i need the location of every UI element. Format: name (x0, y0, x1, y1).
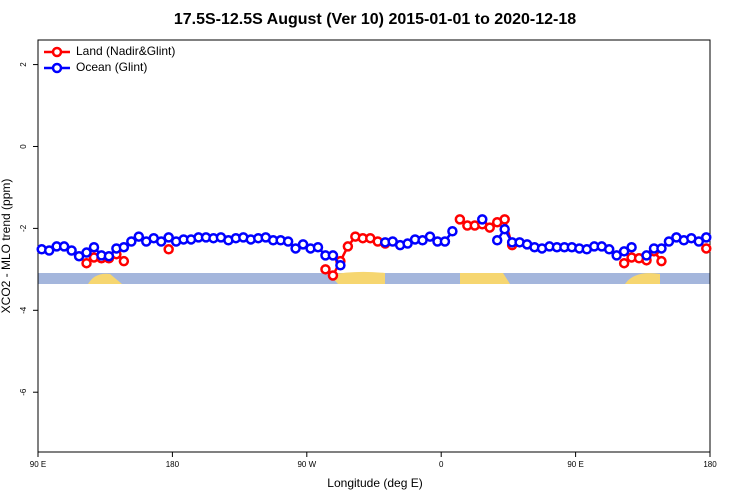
data-point (297, 239, 309, 250)
data-point (491, 235, 503, 246)
data-point (626, 241, 637, 253)
y-tick-label: 2 (19, 62, 28, 67)
data-point (424, 231, 436, 242)
data-point (611, 250, 622, 261)
y-tick-label: -4 (19, 306, 28, 314)
data-point (81, 257, 92, 269)
data-point (454, 214, 466, 225)
x-tick-label: 90 E (567, 460, 583, 469)
data-point (327, 270, 339, 281)
data-point (133, 231, 145, 242)
data-point (163, 232, 174, 243)
x-tick-label: 180 (166, 460, 180, 469)
land-mask (38, 271, 710, 284)
data-point (282, 236, 294, 247)
y-tick-label: -6 (19, 388, 28, 396)
data-point (312, 241, 324, 253)
data-point (81, 247, 92, 258)
y-tick-label: 0 (19, 144, 28, 149)
data-point (66, 245, 77, 256)
data-point (163, 244, 174, 255)
x-tick-label: 0 (439, 460, 444, 469)
data-point (641, 250, 652, 261)
data-point (656, 255, 667, 267)
y-tick-label: -2 (19, 224, 28, 232)
legend-marker (51, 46, 63, 58)
data-point (290, 243, 301, 254)
x-axis-label: Longitude (deg E) (327, 476, 422, 490)
data-point (327, 250, 339, 261)
data-point (439, 236, 451, 247)
data-point (701, 243, 712, 254)
data-point (342, 241, 354, 252)
data-point (58, 241, 70, 252)
data-point (663, 236, 675, 247)
data-point (103, 250, 115, 262)
chart-title: 17.5S-12.5S August (Ver 10) 2015-01-01 t… (174, 11, 576, 28)
data-point (118, 241, 130, 253)
data-point (155, 236, 167, 247)
legend-label: Land (Nadir&Glint) (76, 44, 175, 58)
x-tick-label: 90 W (297, 460, 316, 469)
data-point (656, 243, 667, 254)
data-point (477, 214, 488, 225)
data-point (499, 223, 510, 235)
data-point (618, 257, 630, 269)
data-point (126, 236, 137, 247)
data-point (701, 232, 712, 243)
x-tick-label: 180 (703, 460, 717, 469)
data-point (335, 259, 346, 271)
data-point (43, 245, 55, 256)
data-point (118, 255, 130, 267)
data-point (320, 264, 331, 275)
legend-marker (51, 62, 63, 74)
y-axis-label: XCO2 - MLO trend (ppm) (0, 179, 13, 314)
data-point (618, 246, 630, 257)
data-point (88, 241, 100, 253)
data-point (447, 226, 458, 237)
x-tick-label: 90 E (30, 460, 46, 469)
data-point (499, 214, 510, 225)
data-point (402, 238, 413, 249)
data-point (603, 244, 615, 255)
data-point (693, 236, 705, 247)
legend-label: Ocean (Glint) (76, 60, 147, 74)
data-point (484, 222, 495, 233)
